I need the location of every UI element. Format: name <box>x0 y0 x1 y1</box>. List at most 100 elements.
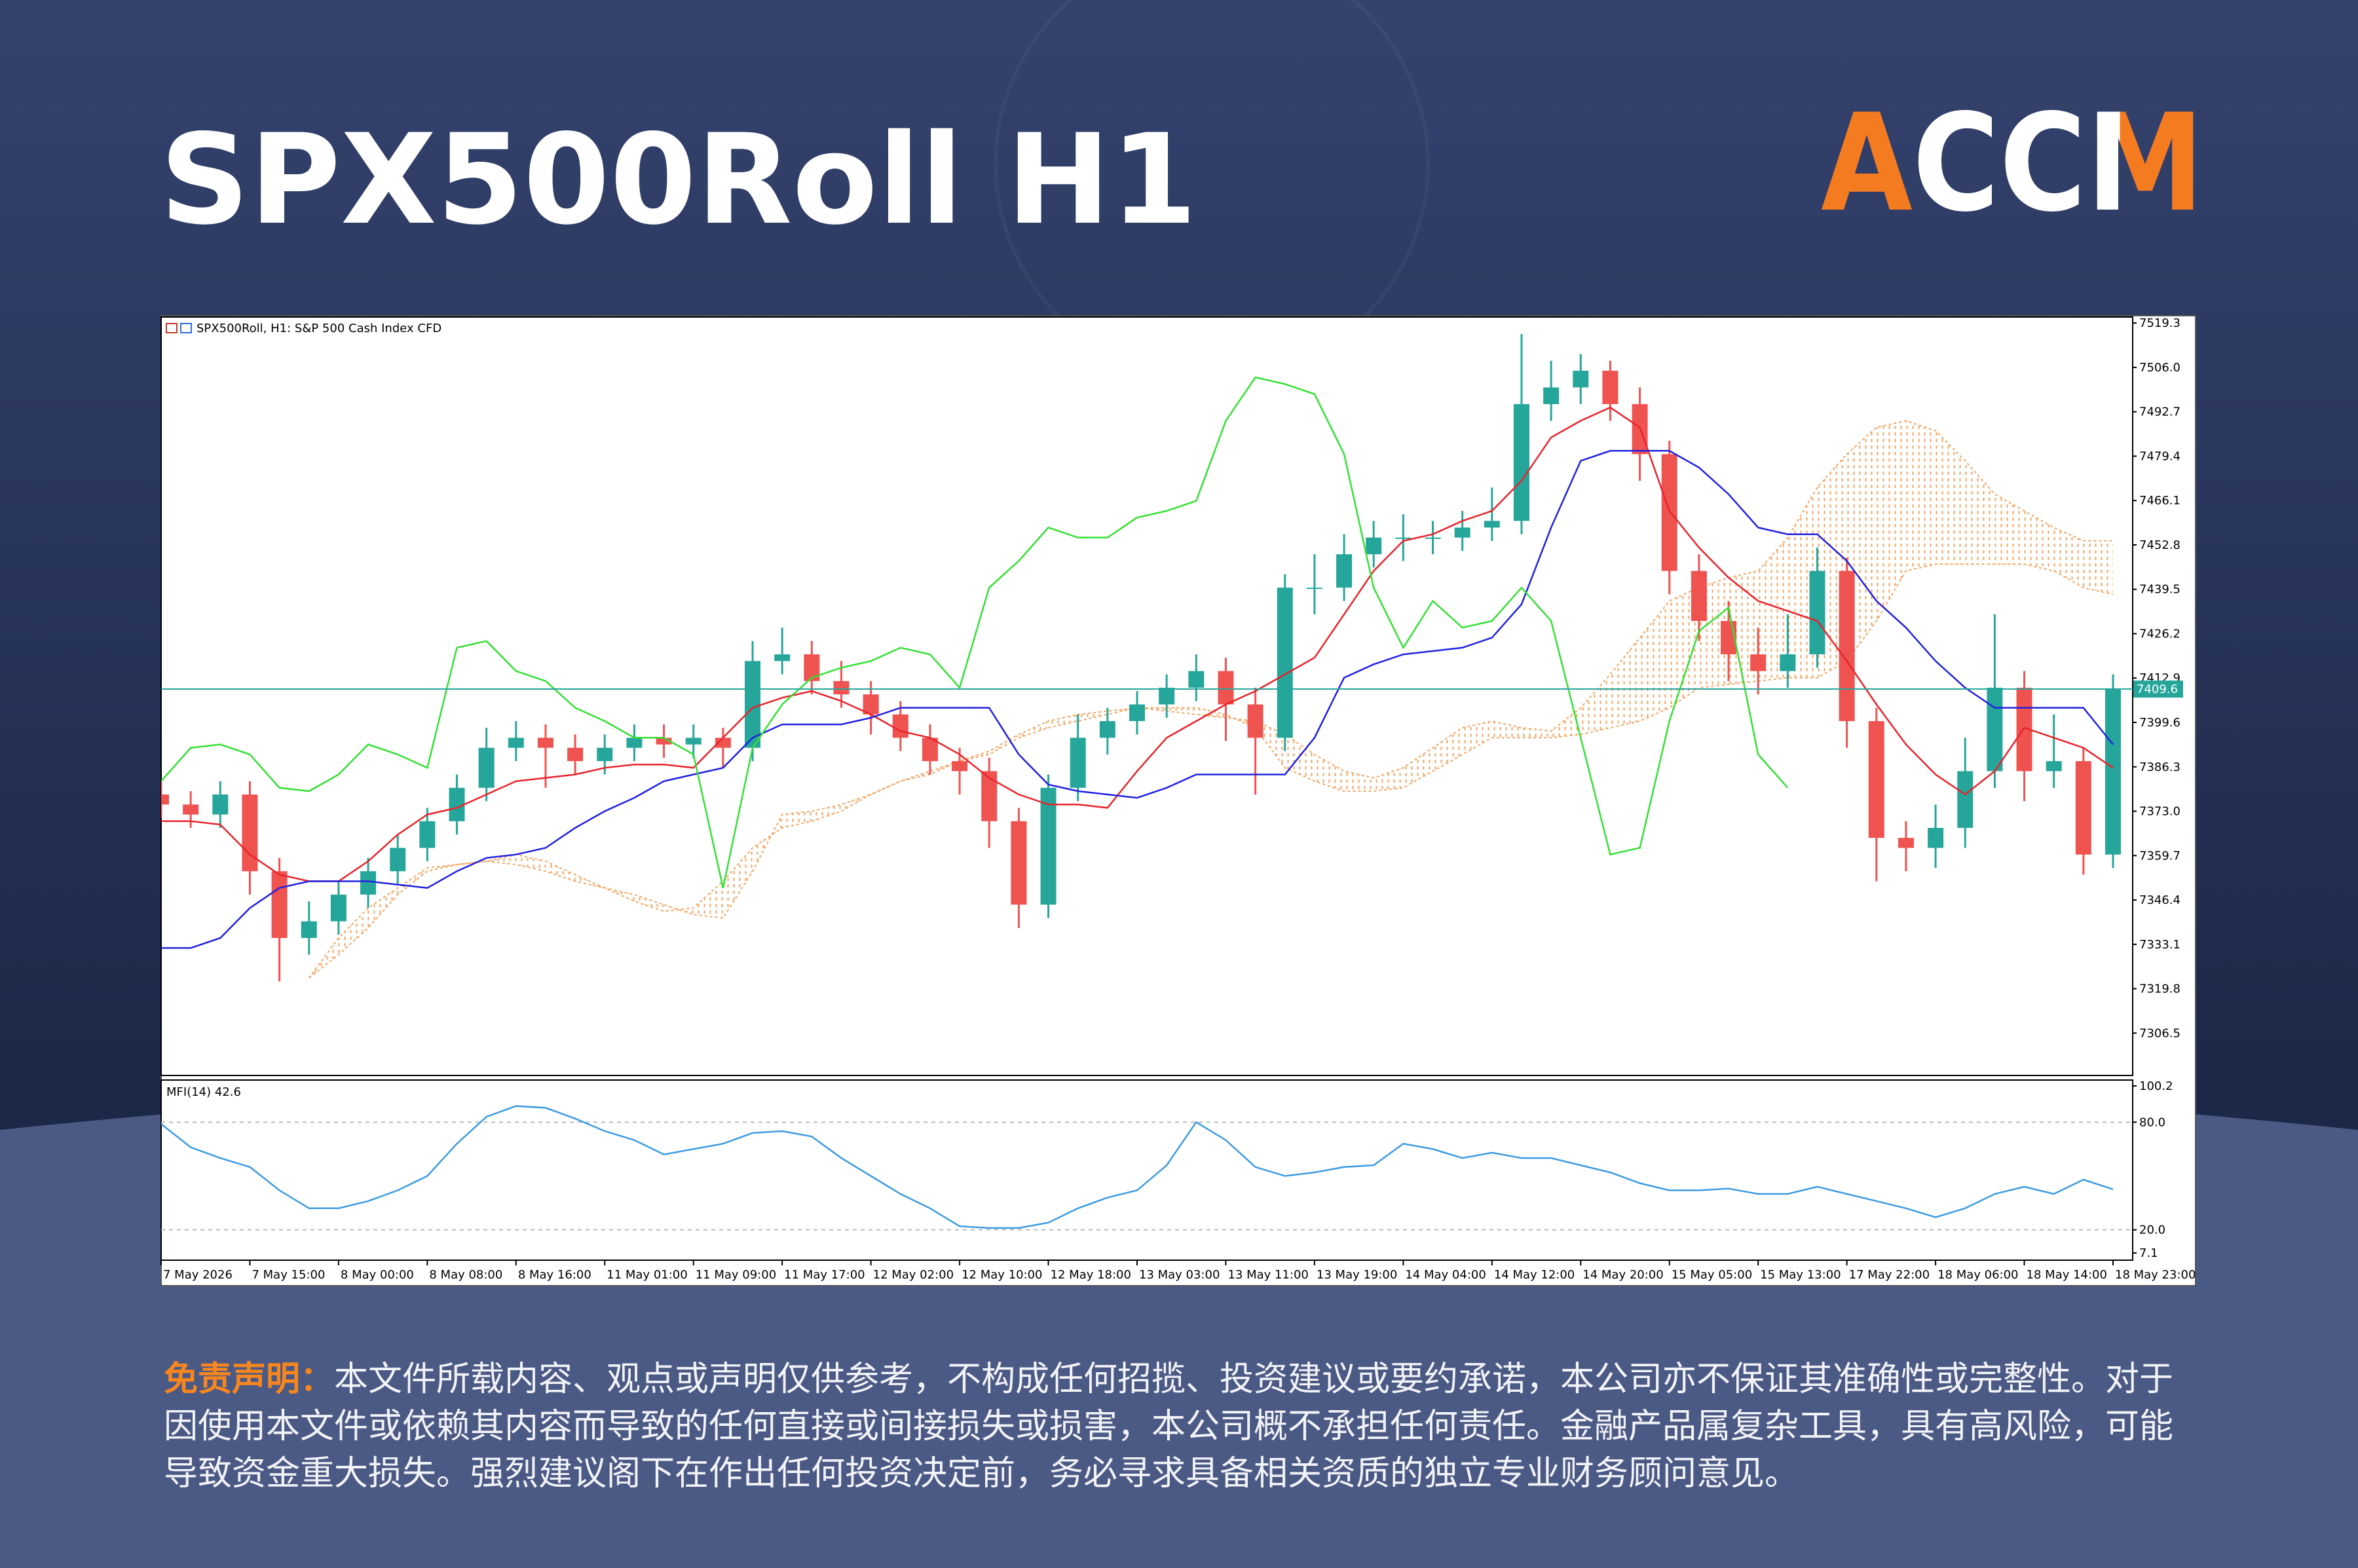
candle-body <box>330 894 346 922</box>
candle-body <box>1691 570 1707 622</box>
x-tick-label: 8 May 16:00 <box>518 1268 591 1282</box>
y-tick-label: 7426.2 <box>2139 627 2180 641</box>
candle-body <box>508 737 524 748</box>
candle-body <box>419 821 436 848</box>
candle-body <box>656 737 672 745</box>
candle-body <box>1159 688 1175 705</box>
candle-body <box>1454 527 1470 538</box>
y-tick-label: 7319.8 <box>2139 982 2180 996</box>
candle-body <box>774 654 791 662</box>
candle-body <box>1898 838 1914 848</box>
indicator-line <box>161 406 2114 882</box>
current-price-label: 7409.6 <box>2137 682 2178 696</box>
candle-body <box>1011 821 1027 905</box>
candle-body <box>1957 771 1974 828</box>
pane-content <box>161 333 2133 982</box>
main-pane <box>160 316 2133 1076</box>
y-tick-label: 7306.5 <box>2139 1026 2180 1040</box>
x-tick-label: 15 May 05:00 <box>1672 1268 1752 1282</box>
candle-body <box>1809 570 1825 655</box>
candle-body <box>2105 689 2121 855</box>
candle-body <box>301 921 317 939</box>
candle-body <box>1366 537 1382 555</box>
candle-body <box>1306 588 1322 589</box>
x-tick-label: 18 May 14:00 <box>2027 1268 2107 1282</box>
cloud-span-b <box>309 563 2114 979</box>
candle-body <box>597 747 613 762</box>
y-tick-label: 80.0 <box>2139 1115 2165 1129</box>
chart-title: SPX500Roll, H1: S&P 500 Cash Index CFD <box>196 322 441 335</box>
candle-body <box>1336 554 1353 588</box>
candle-body <box>1839 570 1855 721</box>
candle-body <box>567 747 584 762</box>
mfi-title: MFI(14) 42.6 <box>166 1085 241 1099</box>
candle-body <box>1277 588 1293 738</box>
mfi-line <box>161 1105 2114 1229</box>
indicator-line <box>161 450 2114 949</box>
x-tick-label: 7 May 15:00 <box>252 1268 325 1282</box>
x-tick-label: 12 May 10:00 <box>962 1268 1042 1282</box>
candle-body <box>1868 720 1884 838</box>
pane-content <box>161 1105 2114 1229</box>
candle-body <box>1040 787 1057 905</box>
x-tick-label: 7 May 2026 <box>163 1268 233 1282</box>
page-title: SPX500Roll H1 <box>160 107 1197 252</box>
x-tick-label: 15 May 13:00 <box>1760 1268 1841 1282</box>
candle-body <box>1573 371 1589 388</box>
candle-body <box>161 794 169 805</box>
candle-body <box>2046 761 2062 772</box>
y-tick-label: 7439.5 <box>2139 583 2180 597</box>
disclaimer-label: 免责声明： <box>164 1360 335 1399</box>
y-tick-label: 20.0 <box>2139 1223 2165 1237</box>
candle-body <box>242 794 258 872</box>
y-tick-label: 7466.1 <box>2139 494 2180 508</box>
candle-body <box>1987 688 2003 772</box>
x-tick-label: 11 May 17:00 <box>784 1268 865 1282</box>
x-tick-label: 8 May 08:00 <box>429 1268 502 1282</box>
y-tick-label: 7519.3 <box>2139 316 2180 330</box>
y-tick-label: 7452.8 <box>2139 538 2180 552</box>
y-tick-label: 100.2 <box>2139 1079 2173 1093</box>
x-tick-label: 14 May 20:00 <box>1582 1268 1663 1282</box>
x-tick-label: 11 May 01:00 <box>607 1268 687 1282</box>
candle-body <box>892 714 908 738</box>
candle-body <box>1188 671 1205 688</box>
y-tick-label: 7346.4 <box>2139 893 2180 907</box>
candle-body <box>863 694 879 715</box>
candle-body <box>1543 387 1560 404</box>
candle-body <box>833 681 850 695</box>
candle-body <box>981 771 998 821</box>
x-tick-label: 17 May 22:00 <box>1849 1268 1930 1282</box>
candle-body <box>745 661 761 748</box>
candle-body <box>685 737 702 745</box>
candle-body <box>1395 537 1412 539</box>
candle-body <box>626 737 643 748</box>
x-tick-label: 13 May 19:00 <box>1317 1268 1397 1282</box>
y-tick-label: 7506.0 <box>2139 361 2180 375</box>
candle-body <box>1928 827 1944 848</box>
candle-body <box>478 747 495 788</box>
candle-body <box>922 737 938 762</box>
candle-body <box>1099 720 1115 738</box>
candle-body <box>952 761 968 772</box>
candle-body <box>360 871 377 895</box>
x-tick-label: 12 May 02:00 <box>873 1268 954 1282</box>
y-tick-label: 7.1 <box>2139 1246 2158 1260</box>
disclaimer-text: 本文件所载内容、观点或声明仅供参考，不构成任何招揽、投资建议或要约承诺，本公司亦… <box>164 1360 2174 1493</box>
mfi-pane <box>160 1079 2133 1261</box>
logo: ACCM <box>1821 86 2204 242</box>
candle-body <box>2075 761 2091 855</box>
candle-body <box>715 737 731 748</box>
candle-body <box>1513 403 1529 521</box>
y-tick-label: 7333.1 <box>2139 938 2180 952</box>
x-tick-label: 13 May 11:00 <box>1227 1268 1308 1282</box>
candle-body <box>449 787 465 821</box>
candle-body <box>390 848 406 872</box>
candle-body <box>1484 521 1500 528</box>
y-tick-label: 7492.7 <box>2139 405 2180 419</box>
candle-body <box>537 737 553 748</box>
x-tick-label: 13 May 03:00 <box>1139 1268 1220 1282</box>
